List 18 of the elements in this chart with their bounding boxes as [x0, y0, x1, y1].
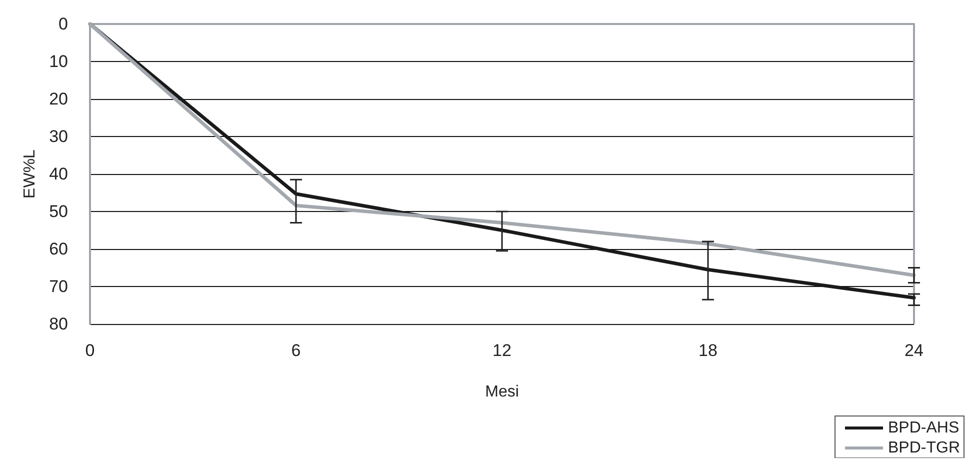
x-tick-label: 12	[492, 341, 512, 360]
legend-label: BPD-TGR	[888, 440, 960, 456]
y-tick-label: 80	[49, 314, 68, 334]
y-tick-label: 40	[49, 164, 68, 184]
y-tick-label: 20	[49, 90, 68, 108]
y-tick-label: 60	[49, 240, 68, 258]
legend-label: BPD-AHS	[888, 420, 960, 436]
y-tick-label: 30	[49, 127, 68, 146]
y-tick-label: 0	[58, 14, 68, 34]
y-tick-label: 50	[49, 202, 68, 221]
x-tick-label: 24	[904, 341, 924, 360]
x-tick-label: 18	[698, 341, 718, 360]
y-tick-label: 70	[49, 277, 68, 296]
y-tick-label: 10	[49, 52, 68, 71]
x-tick-label: 6	[291, 341, 301, 360]
x-axis-title: Mesi	[485, 384, 519, 400]
y-axis-title: EW%L	[22, 149, 39, 198]
x-tick-label: 0	[85, 341, 95, 360]
